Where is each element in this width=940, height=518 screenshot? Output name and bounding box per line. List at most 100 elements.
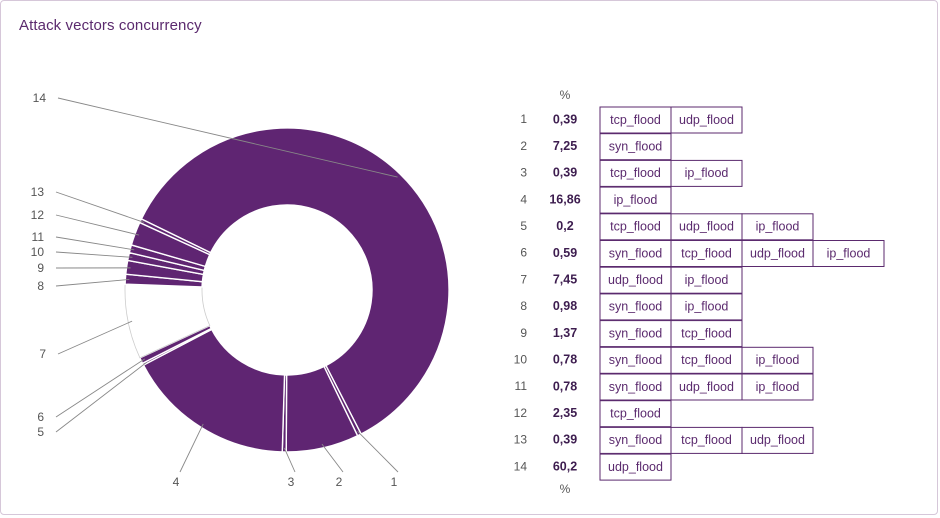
donut-slice-4: [142, 328, 286, 453]
vector-cell: [599, 426, 672, 454]
leader-line-4: [179, 423, 204, 473]
slice-label-14: 14: [33, 91, 47, 105]
slice-label-1: 1: [391, 475, 398, 489]
vector-cell: [670, 293, 743, 321]
leader-line-1: [357, 431, 399, 473]
row-index-7: 7: [520, 272, 527, 286]
vector-cell: [741, 426, 814, 454]
slice-label-12: 12: [31, 208, 45, 222]
vector-label-udp-flood: udp_flood: [608, 460, 663, 474]
slice-label-8: 8: [37, 279, 44, 293]
vector-cell: [599, 159, 672, 187]
row-value-6: 0,59: [553, 246, 577, 260]
leader-line-14: [57, 97, 398, 178]
vector-label-tcp-flood: tcp_flood: [681, 353, 732, 367]
vector-cell: [599, 373, 672, 401]
row-index-11: 11: [515, 379, 528, 393]
vector-cell: [599, 186, 672, 214]
row-index-10: 10: [514, 352, 528, 366]
row-value-11: 0,78: [553, 379, 577, 393]
vector-label-ip-flood: ip_flood: [756, 380, 800, 394]
vector-label-udp-flood: udp_flood: [608, 273, 663, 287]
leader-line-7: [57, 320, 133, 355]
slice-label-11: 11: [32, 230, 45, 244]
leader-line-13: [55, 191, 145, 223]
leader-line-11: [55, 236, 135, 251]
vector-cell: [599, 346, 672, 374]
vector-cell: [670, 426, 743, 454]
vector-cell: [670, 373, 743, 401]
vector-cell: [670, 106, 743, 134]
row-value-7: 7,45: [553, 272, 577, 286]
vector-label-tcp-flood: tcp_flood: [610, 113, 661, 127]
vector-label-udp-flood: udp_flood: [679, 220, 734, 234]
percent-header-bottom: %: [560, 482, 571, 496]
vector-label-ip-flood: ip_flood: [685, 166, 729, 180]
leader-line-12: [55, 214, 139, 236]
leader-line-3: [283, 447, 296, 473]
row-index-9: 9: [520, 326, 527, 340]
row-index-14: 14: [514, 459, 528, 473]
row-index-8: 8: [520, 299, 527, 313]
vector-label-ip-flood: ip_flood: [614, 193, 658, 207]
vector-label-syn-flood: syn_flood: [609, 300, 663, 314]
row-index-5: 5: [520, 219, 527, 233]
vector-label-syn-flood: syn_flood: [609, 353, 663, 367]
vector-label-syn-flood: syn_flood: [609, 246, 663, 260]
vector-cell: [599, 400, 672, 428]
vector-cell: [741, 373, 814, 401]
vector-cell: [670, 159, 743, 187]
vector-cell: [599, 266, 672, 294]
vector-cell: [670, 240, 743, 267]
vector-cell: [670, 346, 743, 374]
vector-label-tcp-flood: tcp_flood: [681, 326, 732, 340]
leader-line-6: [55, 358, 146, 418]
slice-label-4: 4: [173, 475, 180, 489]
donut-slice-14: [140, 127, 450, 435]
vector-label-ip-flood: ip_flood: [756, 220, 800, 234]
vector-label-tcp-flood: tcp_flood: [610, 220, 661, 234]
row-index-4: 4: [520, 192, 527, 206]
vector-label-tcp-flood: tcp_flood: [681, 246, 732, 260]
row-value-14: 60,2: [553, 459, 577, 473]
vector-cell: [741, 346, 814, 374]
row-value-12: 2,35: [553, 406, 577, 420]
leader-line-2: [321, 443, 344, 473]
leader-line-10: [55, 251, 133, 258]
row-value-5: 0,2: [556, 219, 573, 233]
vector-label-tcp-flood: tcp_flood: [610, 406, 661, 420]
row-index-3: 3: [520, 166, 527, 180]
slice-label-2: 2: [336, 475, 343, 489]
vector-cell: [670, 213, 743, 241]
row-value-4: 16,86: [549, 192, 580, 206]
slice-label-3: 3: [288, 475, 295, 489]
row-value-10: 0,78: [553, 353, 577, 367]
row-index-6: 6: [520, 246, 527, 260]
vector-label-tcp-flood: tcp_flood: [610, 166, 661, 180]
vector-label-syn-flood: syn_flood: [609, 433, 663, 447]
vector-label-udp-flood: udp_flood: [679, 380, 734, 394]
vector-label-udp-flood: udp_flood: [750, 246, 805, 260]
row-index-1: 1: [520, 112, 527, 126]
vector-cell: [599, 133, 672, 161]
slice-label-9: 9: [37, 261, 44, 275]
vector-label-udp-flood: udp_flood: [750, 433, 805, 447]
vector-cell: [599, 213, 672, 241]
row-index-12: 12: [514, 406, 528, 420]
row-value-1: 0,39: [553, 112, 577, 126]
row-index-13: 13: [514, 433, 528, 447]
vector-label-ip-flood: ip_flood: [827, 246, 871, 260]
row-value-13: 0,39: [553, 433, 577, 447]
chart-title: Attack vectors concurrency: [19, 17, 202, 34]
vector-label-syn-flood: syn_flood: [609, 326, 663, 340]
slice-label-6: 6: [37, 410, 44, 424]
slice-label-13: 13: [31, 185, 45, 199]
row-value-2: 7,25: [553, 139, 577, 153]
row-value-3: 0,39: [553, 166, 577, 180]
slice-label-5: 5: [37, 425, 44, 439]
leader-line-5: [55, 361, 147, 433]
row-value-9: 1,37: [553, 326, 577, 340]
vector-label-ip-flood: ip_flood: [756, 353, 800, 367]
